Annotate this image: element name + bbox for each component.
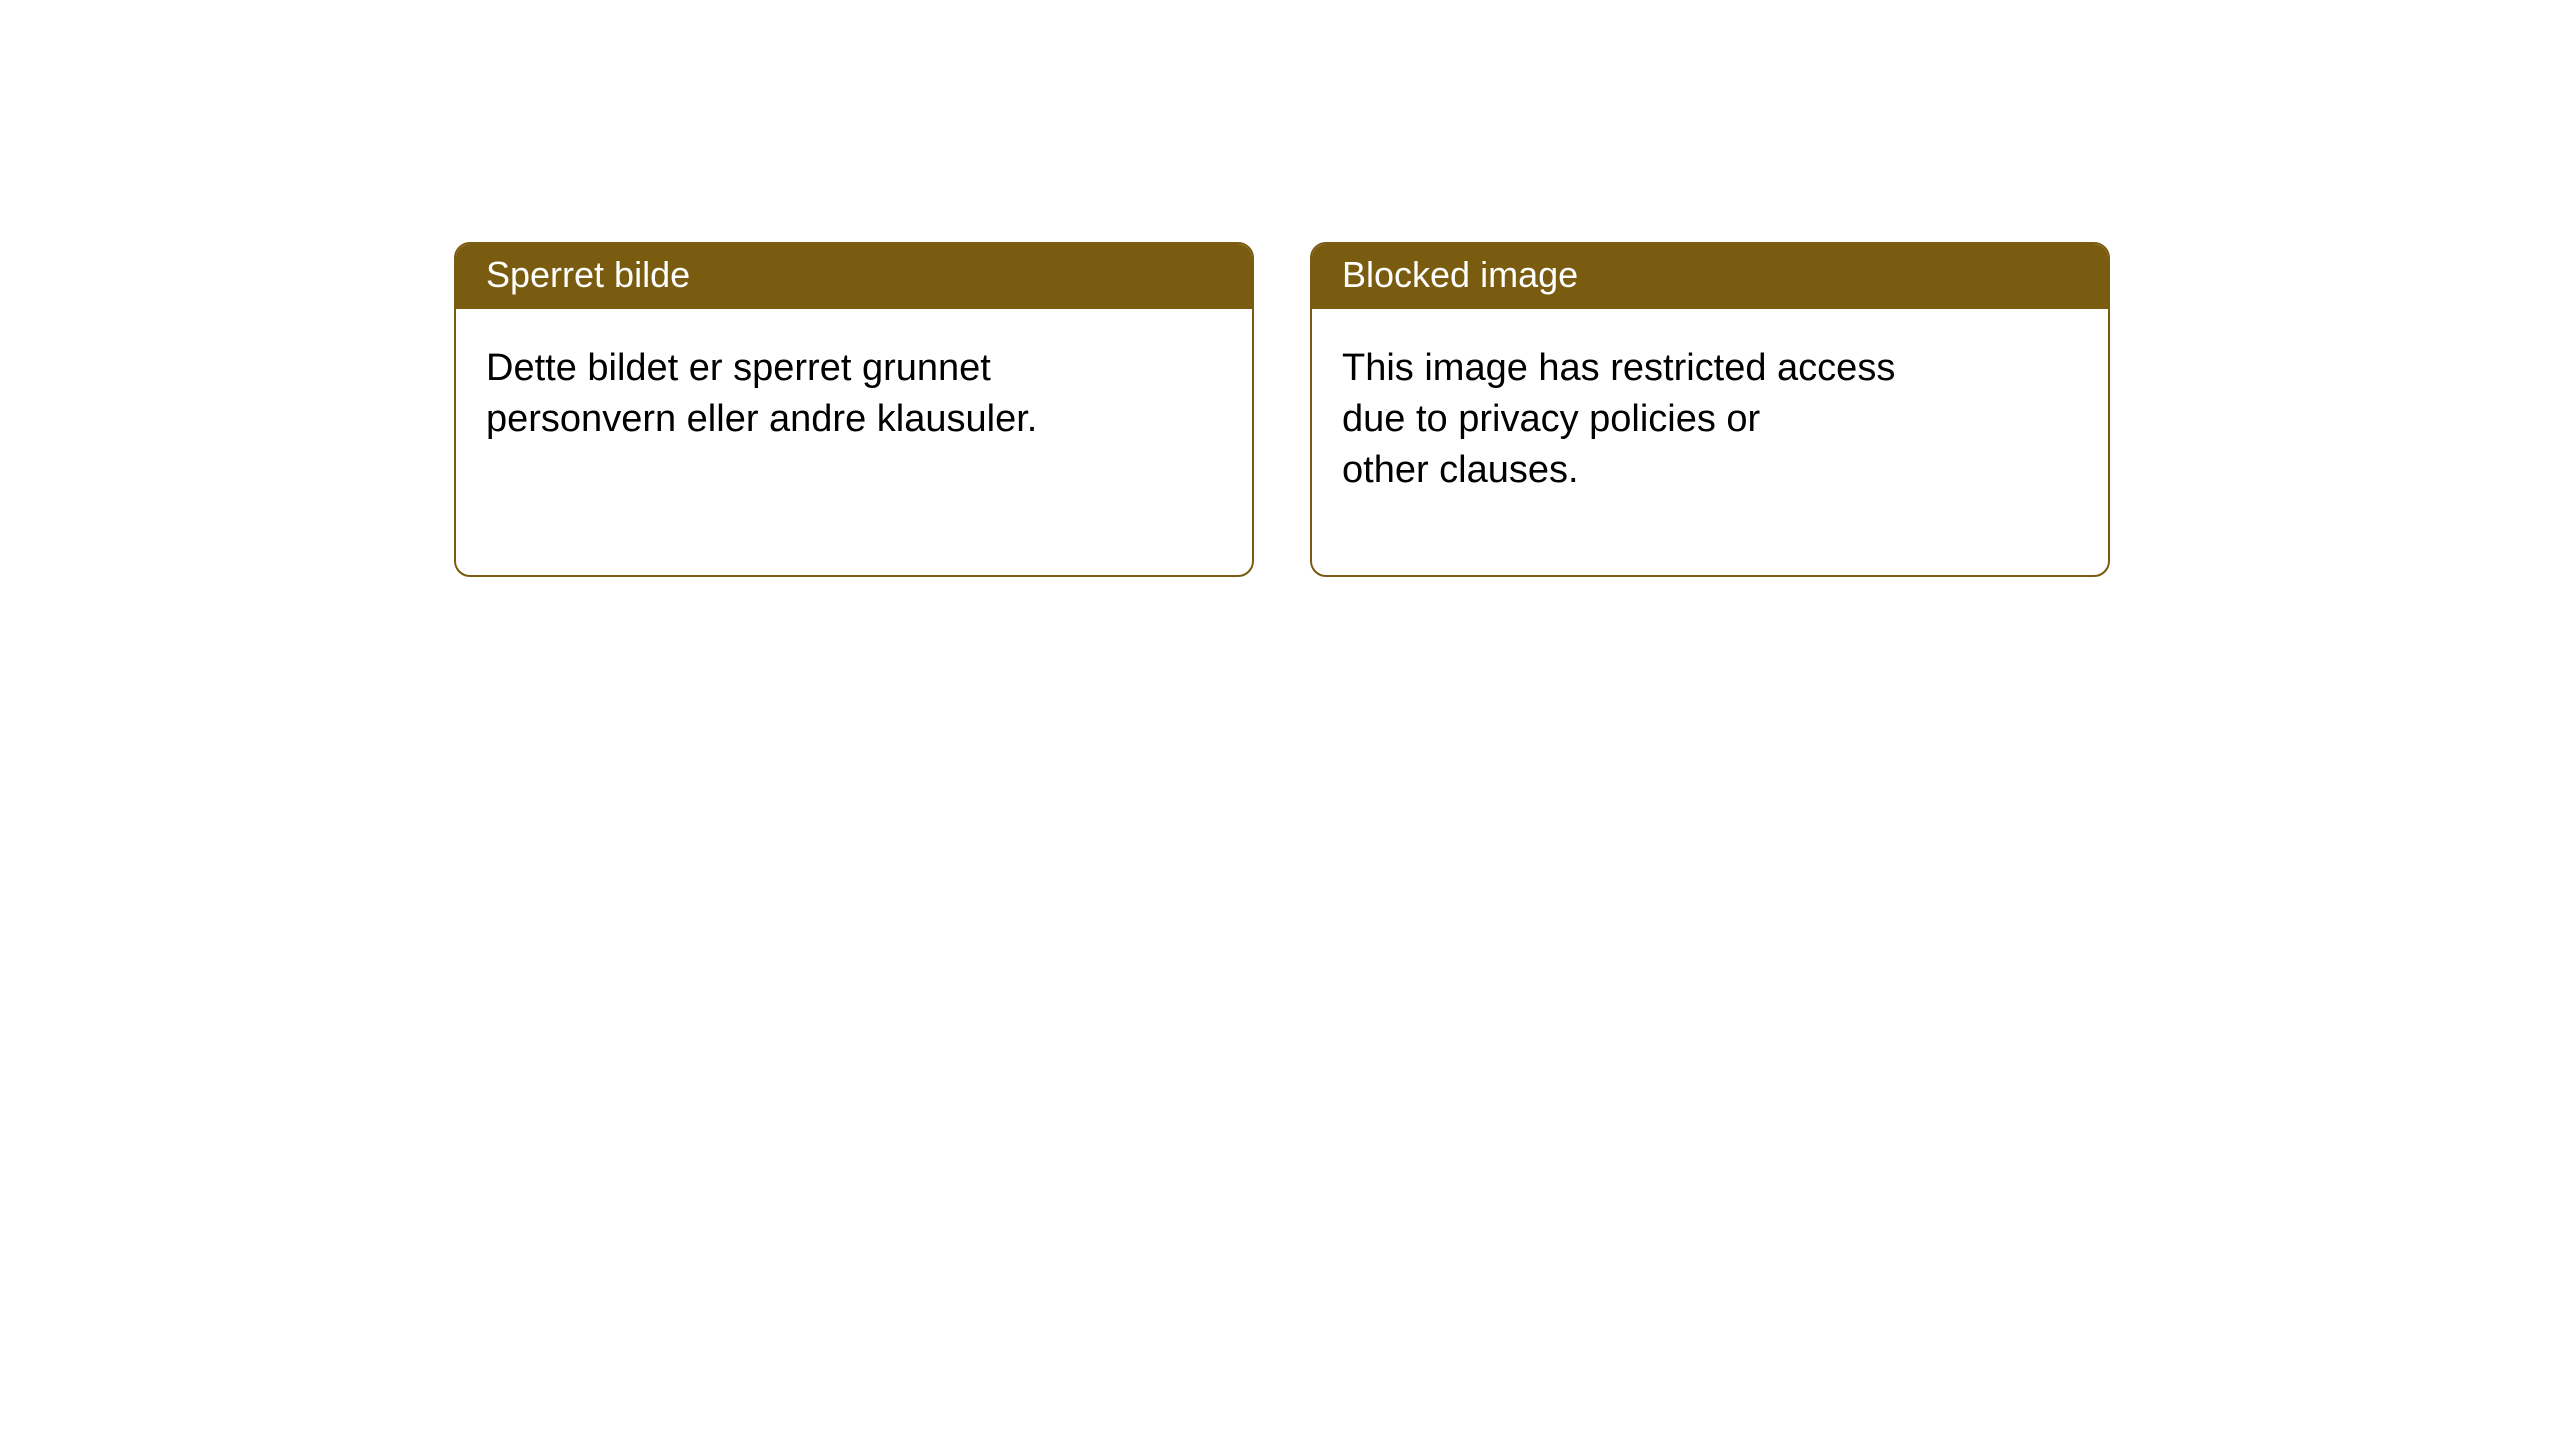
notice-card-container: Sperret bilde Dette bildet er sperret gr… (0, 0, 2560, 577)
notice-card-body: Dette bildet er sperret grunnet personve… (456, 309, 1252, 480)
notice-card-title: Blocked image (1312, 244, 2108, 309)
notice-card-english: Blocked image This image has restricted … (1310, 242, 2110, 577)
notice-card-body: This image has restricted access due to … (1312, 309, 2108, 531)
notice-card-norwegian: Sperret bilde Dette bildet er sperret gr… (454, 242, 1254, 577)
notice-card-title: Sperret bilde (456, 244, 1252, 309)
